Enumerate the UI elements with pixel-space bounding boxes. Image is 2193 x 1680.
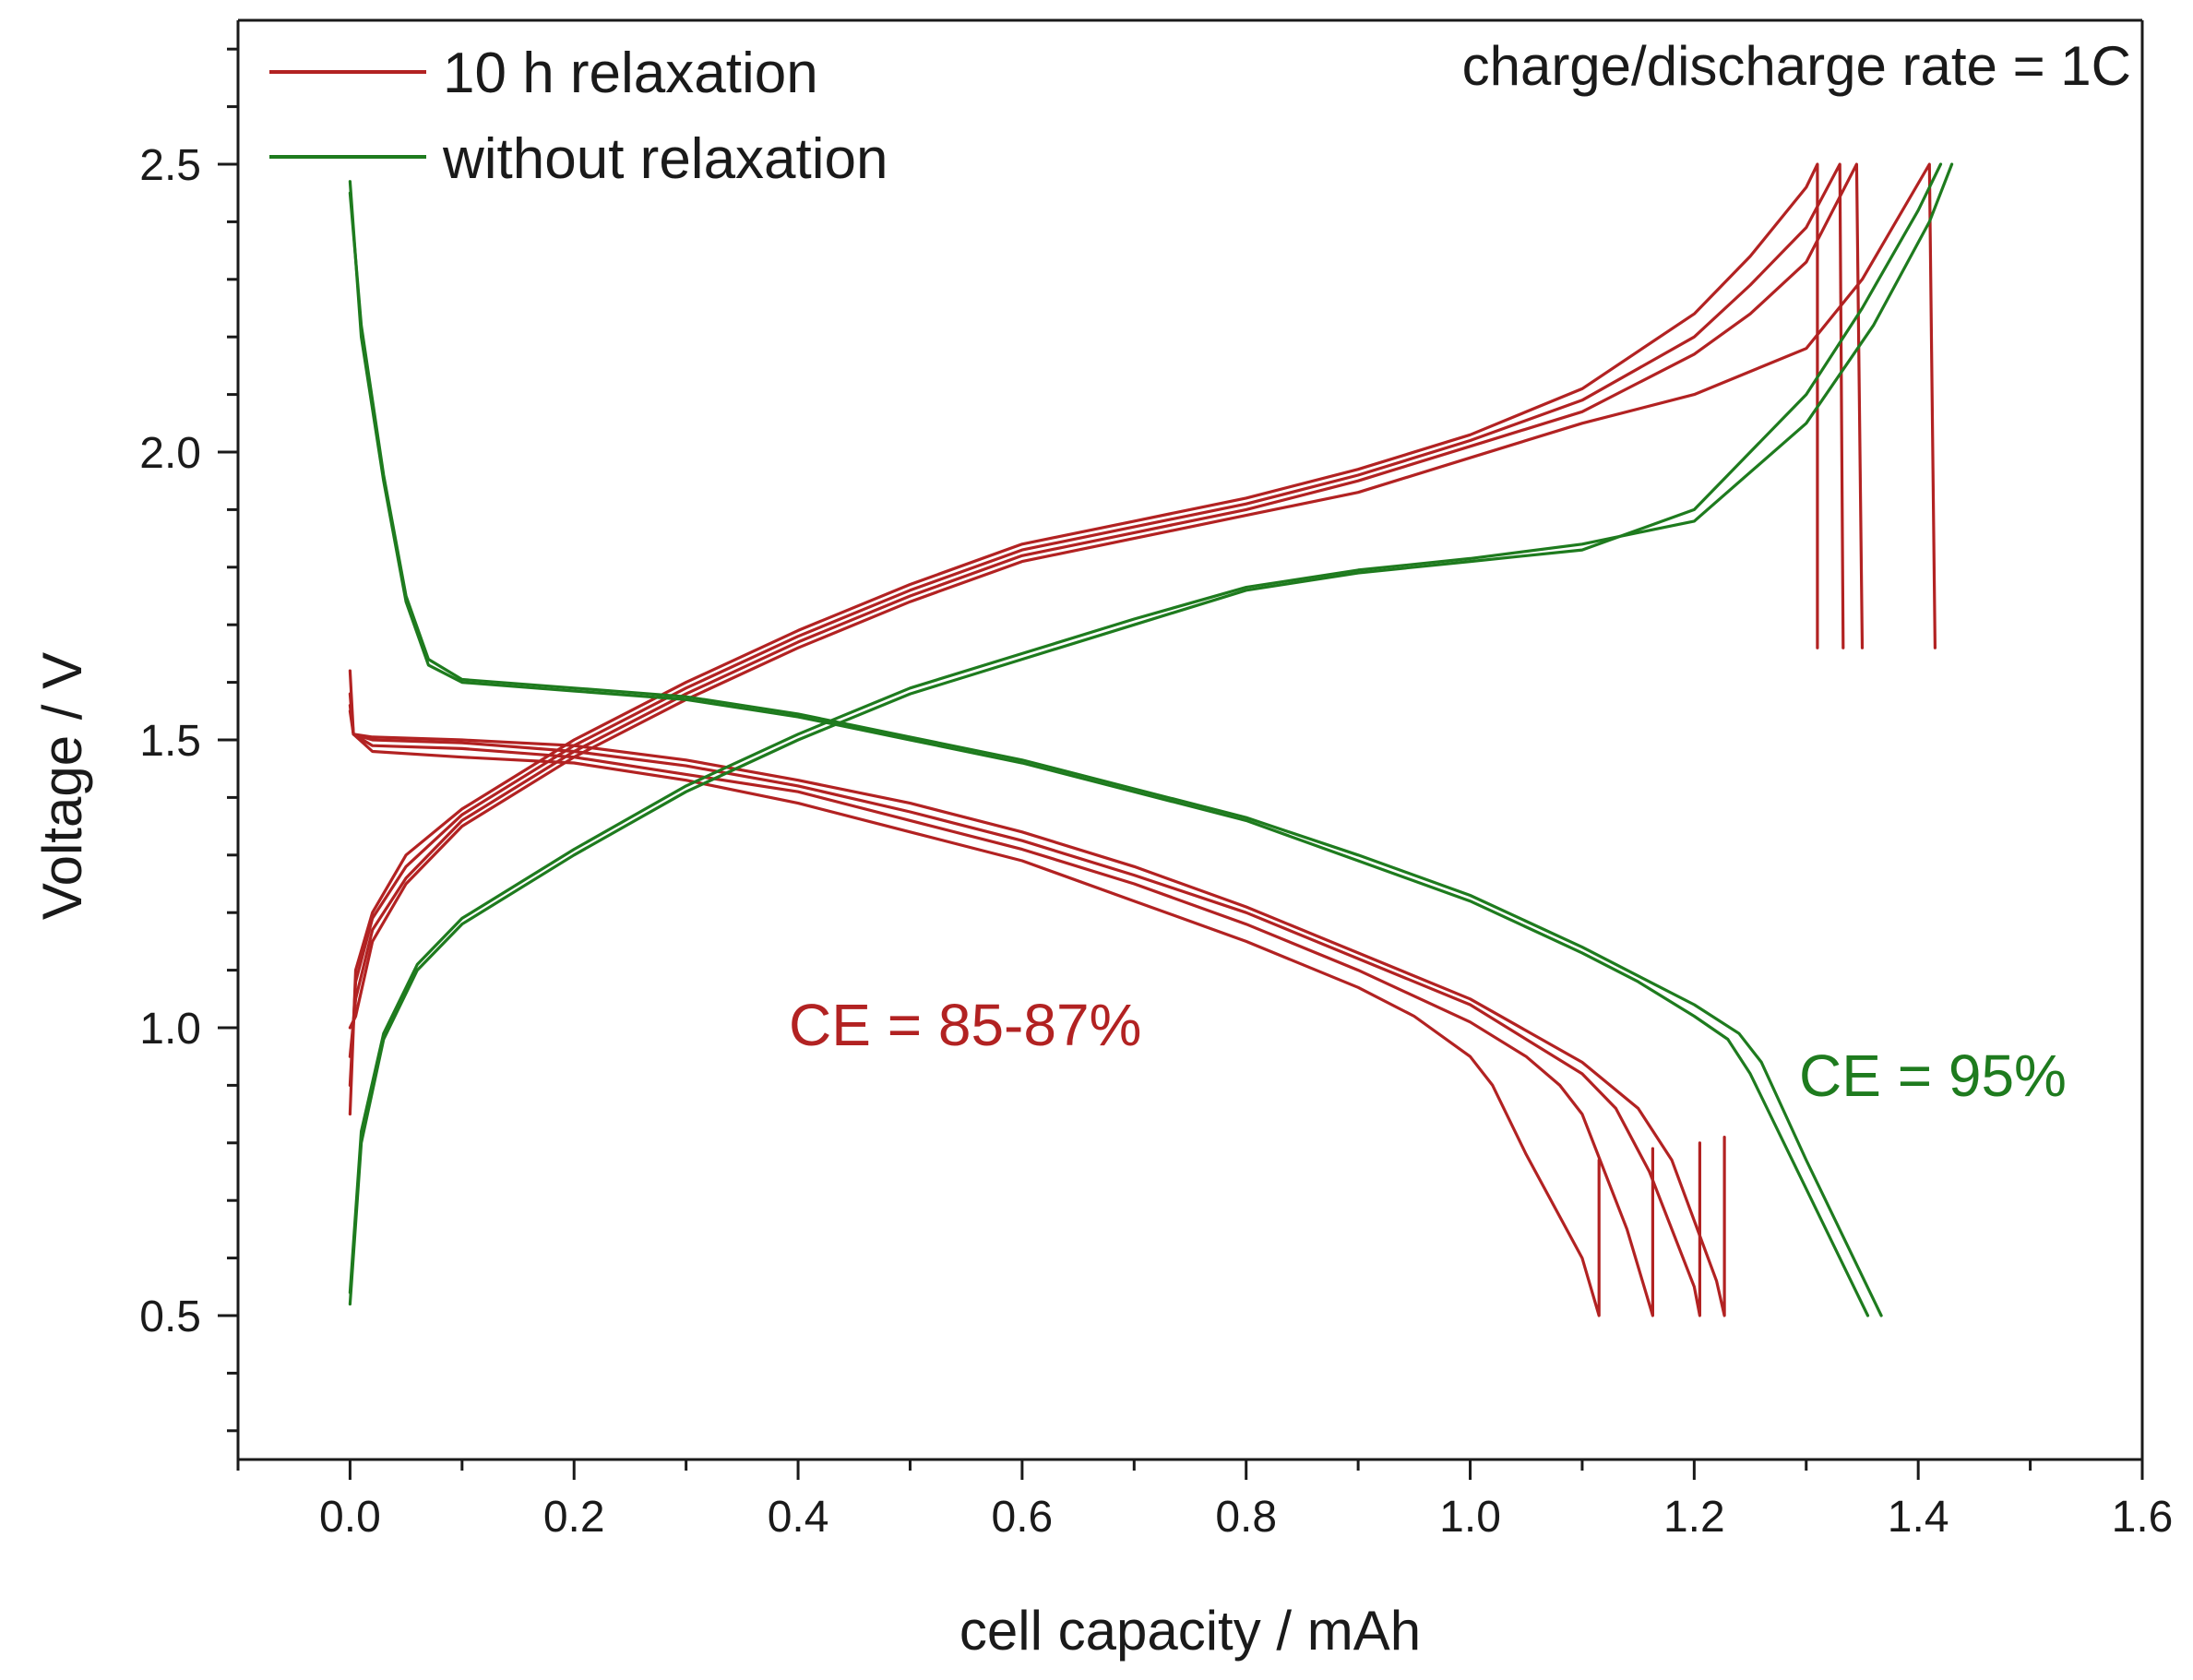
x-axis-title: cell capacity / mAh	[959, 1600, 1421, 1662]
y-tick-label: 2.5	[139, 141, 201, 190]
series-line-relax-discharge-0	[348, 669, 1601, 1317]
legend-label-no-relaxation: without relaxation	[442, 127, 888, 191]
y-tick-label: 2.0	[139, 429, 201, 478]
y-axis-title: Voltage / V	[31, 652, 93, 920]
y-tick-label: 1.0	[139, 1005, 201, 1054]
series-layer	[348, 162, 1954, 1317]
legend: 10 h relaxation without relaxation	[269, 42, 888, 191]
series-line-relax-discharge-1	[348, 692, 1654, 1317]
series-line-relax-discharge-2	[348, 704, 1701, 1317]
x-tick-label: 0.6	[992, 1493, 1054, 1542]
rate-annotation: charge/discharge rate = 1C	[1462, 35, 2131, 97]
series-line-norelax-charge-11	[348, 162, 1954, 1294]
x-tick-label: 0.8	[1215, 1493, 1277, 1542]
x-tick-label: 1.2	[1663, 1493, 1725, 1542]
x-tick-label: 0.4	[768, 1493, 829, 1542]
x-tick-label: 0.2	[543, 1493, 605, 1542]
y-tick-label: 0.5	[139, 1293, 201, 1341]
series-line-relax-charge-7	[348, 162, 1937, 1030]
series-line-relax-discharge-3	[348, 709, 1726, 1317]
ce-no-relaxation-annotation: CE = 95%	[1799, 1043, 2067, 1109]
ce-relaxation-annotation: CE = 85-87%	[789, 992, 1141, 1058]
x-tick-label: 1.6	[2112, 1493, 2174, 1542]
series-line-norelax-charge-10	[348, 162, 1943, 1306]
series-line-norelax-discharge-8	[348, 180, 1870, 1317]
series-line-relax-charge-4	[348, 162, 1819, 1116]
y-tick-label: 1.5	[139, 717, 201, 766]
series-line-norelax-discharge-9	[348, 191, 1883, 1317]
axes-layer: 0.0 0.2 0.4 0.6 0.8 1.0 1.2 1.4 1.6 0.5 1.0 1.5 2.0 2…	[139, 18, 2174, 1542]
x-tick-label: 0.0	[319, 1493, 381, 1542]
x-tick-label: 1.4	[1888, 1493, 1949, 1542]
series-line-relax-charge-5	[348, 162, 1845, 1087]
legend-label-relaxation: 10 h relaxation	[443, 42, 818, 105]
series-line-relax-charge-6	[348, 162, 1865, 1058]
x-tick-label: 1.0	[1439, 1493, 1501, 1542]
